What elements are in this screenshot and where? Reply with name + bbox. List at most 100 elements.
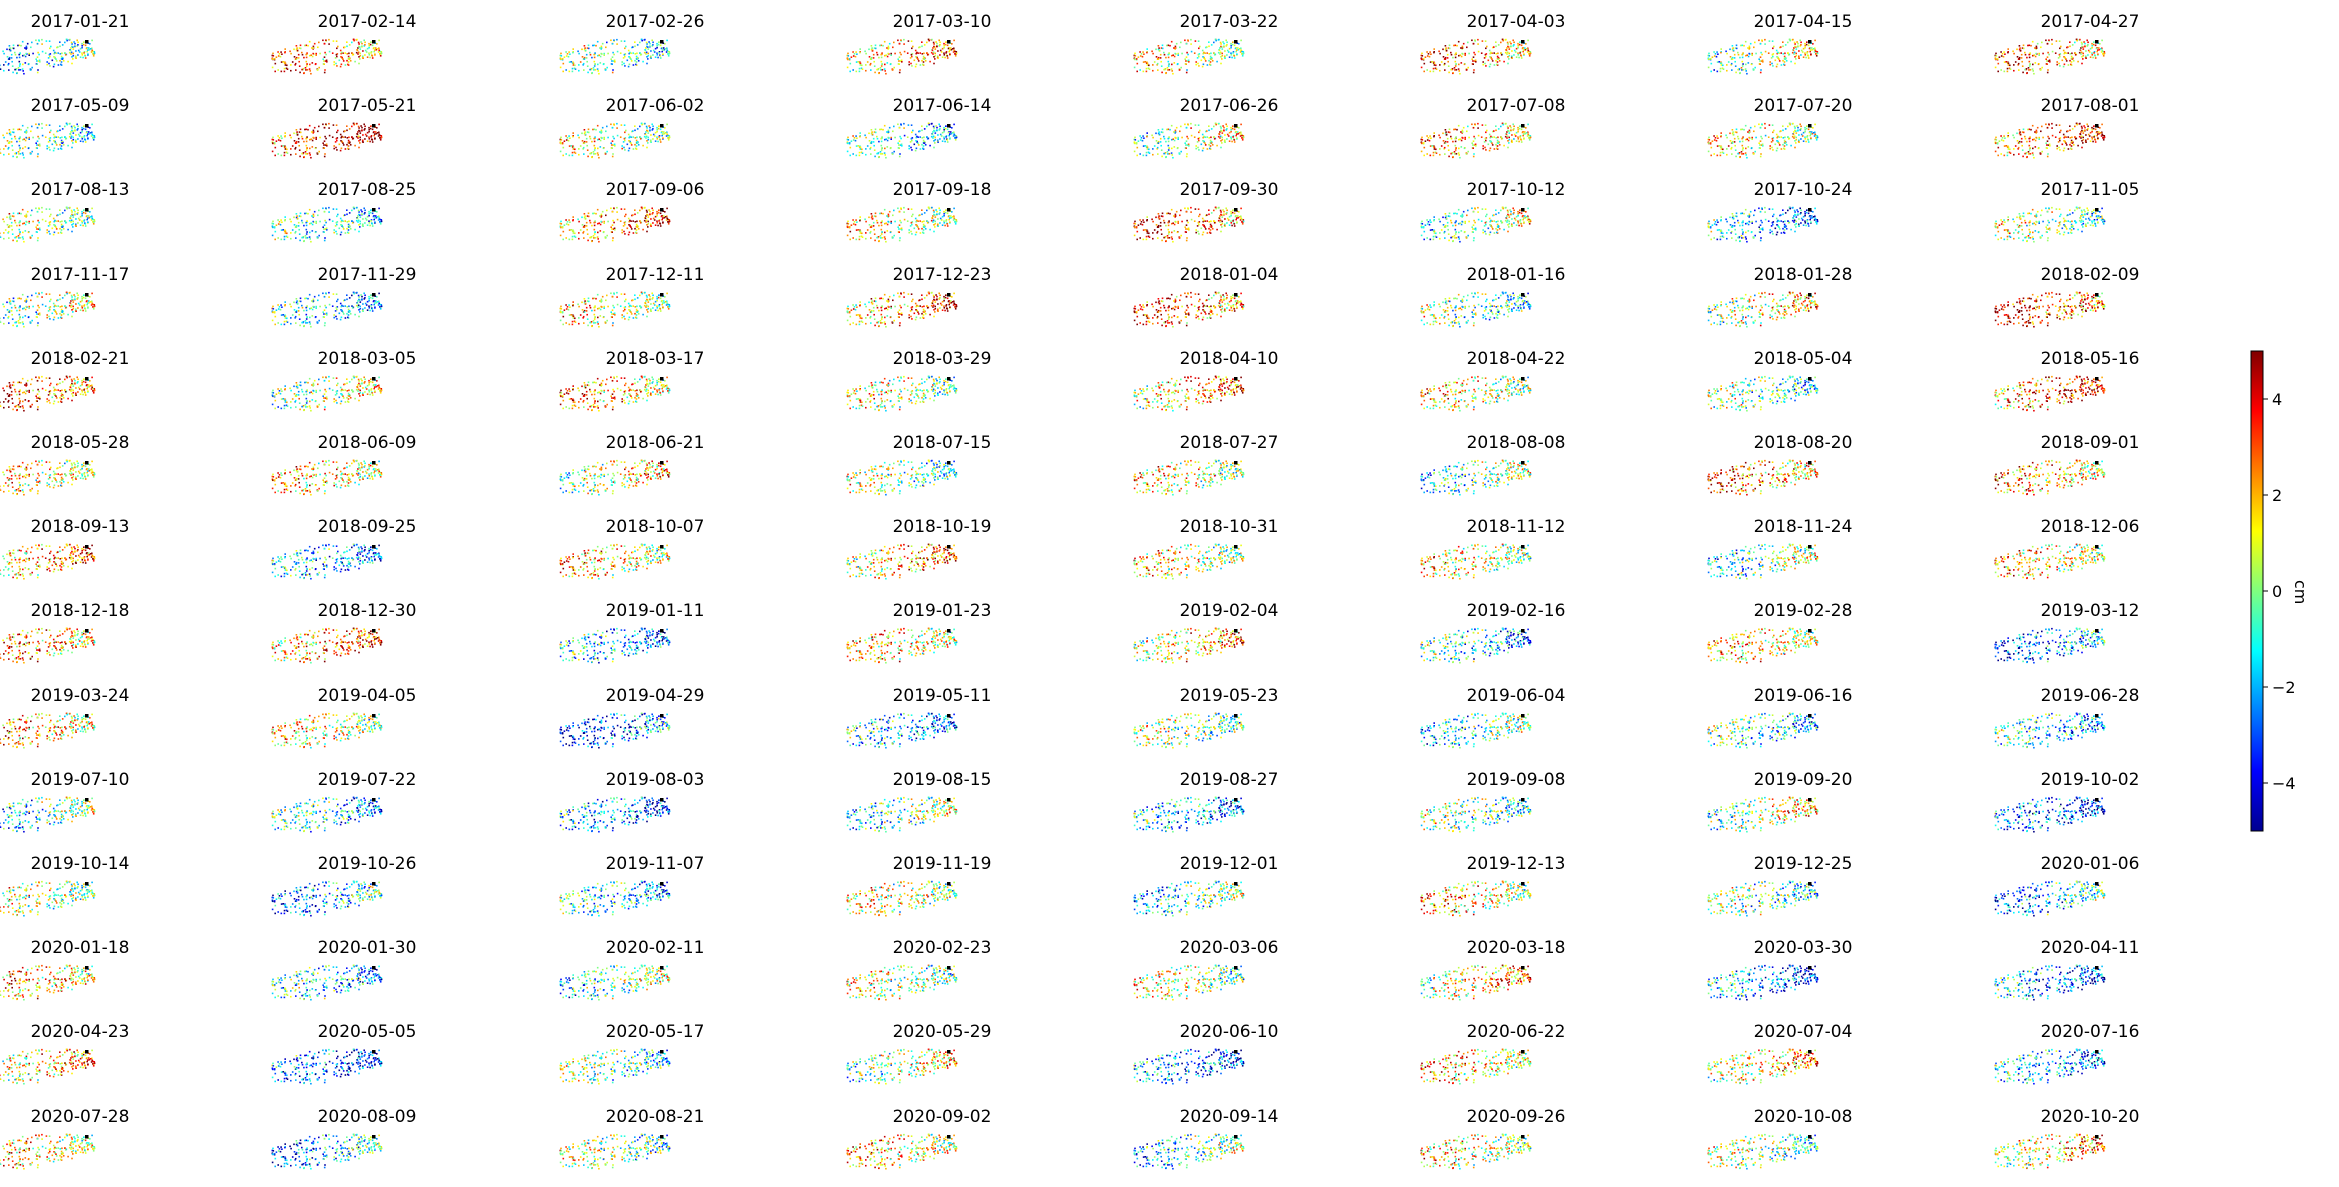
data-point [610,40,612,42]
data-point [624,48,626,50]
data-point [352,222,354,224]
data-point [345,233,347,235]
data-point [1745,154,1747,156]
data-point [1158,131,1160,133]
data-point [1421,142,1423,144]
data-point [1220,140,1222,142]
data-point [1165,141,1167,143]
data-point [2098,47,2100,49]
data-point [31,126,33,128]
data-point [1777,64,1779,66]
data-point [88,131,90,133]
data-point [1456,45,1458,47]
data-point [344,130,346,132]
data-point [309,70,311,72]
data-point [881,45,883,47]
data-point [329,135,331,137]
data-point [645,50,647,52]
data-point [1462,47,1464,49]
data-point [907,52,909,54]
data-point [1760,153,1762,155]
data-point [1748,62,1750,64]
data-point [1167,69,1169,71]
data-point [635,148,637,150]
data-point [660,141,662,143]
data-point [1198,65,1200,67]
data-point [1796,132,1798,134]
data-point [25,62,27,64]
data-point [1515,135,1517,137]
data-point [1801,50,1803,52]
data-point [346,41,348,43]
data-point [1456,69,1458,71]
data-point [1241,137,1243,139]
data-point [2074,126,2076,128]
data-point [649,45,651,47]
data-point [1433,52,1435,54]
data-point [1444,69,1446,71]
data-point [346,144,348,146]
data-point [1507,42,1509,44]
data-point [71,147,73,149]
data-point [597,154,599,156]
data-point [586,54,588,56]
data-point [1186,72,1188,74]
data-point [2091,45,2093,47]
data-point [309,41,311,43]
data-point [1506,50,1508,52]
data-point [1720,71,1722,73]
data-point [71,42,73,44]
data-point [336,149,338,151]
data-point [1485,138,1487,140]
data-point [1430,155,1432,157]
data-point [2041,126,2043,128]
data-point [581,49,583,51]
data-point [599,131,601,133]
data-point [26,47,28,49]
data-point [613,222,615,224]
data-point [656,43,658,45]
data-point [1810,138,1812,140]
data-point [884,152,886,154]
data-point [357,218,359,220]
data-point [872,134,874,136]
data-point [628,218,630,220]
data-point [1495,60,1497,62]
data-point [1195,145,1197,147]
data-point [2062,60,2064,62]
data-point [947,45,949,47]
data-point [53,134,55,136]
data-point [368,221,370,223]
data-point [277,69,279,71]
data-point [368,43,370,45]
data-point [1166,45,1168,47]
data-point [1762,61,1764,63]
data-point [634,60,636,62]
data-point [2072,58,2074,60]
data-point [870,153,872,155]
data-point [879,129,881,131]
data-point [310,223,312,225]
data-point [272,151,274,153]
data-point [370,126,372,128]
data-point [1485,65,1487,67]
data-point [591,73,593,75]
data-point [621,124,623,126]
data-point [322,58,324,60]
data-point [1214,138,1216,140]
data-point [284,155,286,157]
data-point [30,238,32,240]
data-point [918,144,920,146]
data-point [2018,153,2020,155]
data-point [22,70,24,72]
data-point [612,156,614,158]
data-point [1477,123,1479,125]
data-point [2026,157,2028,159]
data-point [373,135,375,137]
data-point [2085,50,2087,52]
data-point [1499,60,1501,62]
data-point [1731,63,1733,65]
data-point [71,46,73,48]
data-point [357,47,359,49]
data-point [25,140,27,142]
